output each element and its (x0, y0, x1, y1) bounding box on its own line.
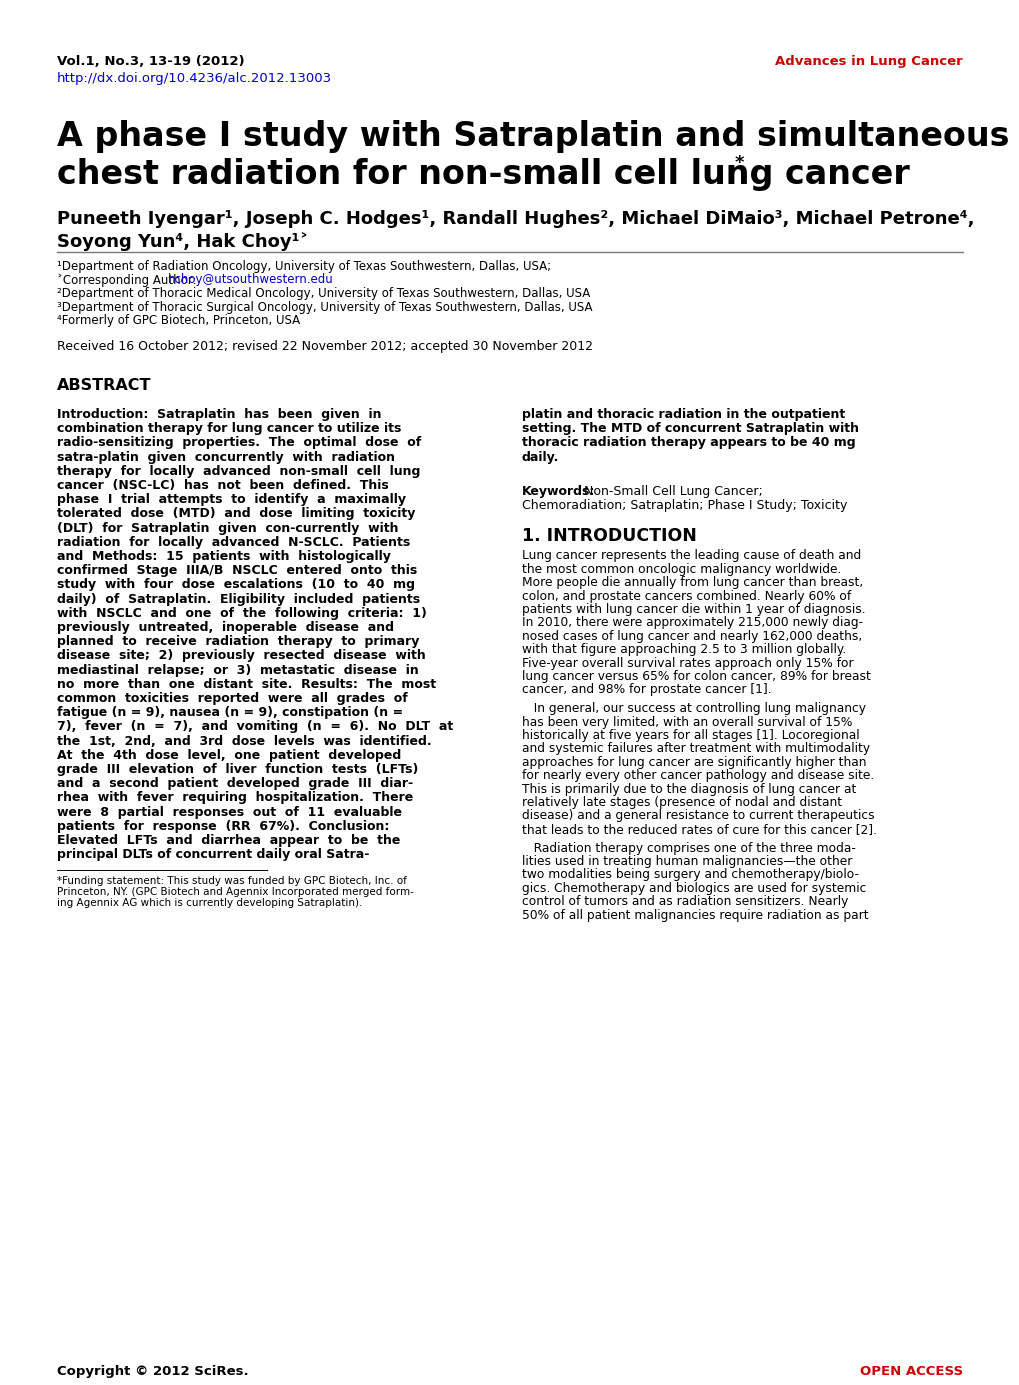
Text: radiation  for  locally  advanced  N-SCLC.  Patients: radiation for locally advanced N-SCLC. P… (57, 536, 410, 548)
Text: Introduction:  Satraplatin  has  been  given  in: Introduction: Satraplatin has been given… (57, 409, 381, 421)
Text: disease) and a general resistance to current therapeutics: disease) and a general resistance to cur… (522, 809, 873, 823)
Text: disease  site;  2)  previously  resected  disease  with: disease site; 2) previously resected dis… (57, 650, 425, 662)
Text: patients with lung cancer die within 1 year of diagnosis.: patients with lung cancer die within 1 y… (522, 602, 865, 616)
Text: tolerated  dose  (MTD)  and  dose  limiting  toxicity: tolerated dose (MTD) and dose limiting t… (57, 507, 415, 521)
Text: mediastinal  relapse;  or  3)  metastatic  disease  in: mediastinal relapse; or 3) metastatic di… (57, 663, 419, 677)
Text: with  NSCLC  and  one  of  the  following  criteria:  1): with NSCLC and one of the following crit… (57, 607, 427, 620)
Text: radio-sensitizing  properties.  The  optimal  dose  of: radio-sensitizing properties. The optima… (57, 436, 421, 449)
Text: satra-platin  given  concurrently  with  radiation: satra-platin given concurrently with rad… (57, 450, 394, 464)
Text: grade  III  elevation  of  liver  function  tests  (LFTs): grade III elevation of liver function te… (57, 763, 418, 776)
Text: Elevated  LFTs  and  diarrhea  appear  to  be  the: Elevated LFTs and diarrhea appear to be … (57, 834, 400, 848)
Text: principal DLTs of concurrent daily oral Satra-: principal DLTs of concurrent daily oral … (57, 848, 369, 861)
Text: Received 16 October 2012; revised 22 November 2012; accepted 30 November 2012: Received 16 October 2012; revised 22 Nov… (57, 339, 592, 353)
Text: Copyright © 2012 SciRes.: Copyright © 2012 SciRes. (57, 1366, 249, 1378)
Text: Vol.1, No.3, 13-19 (2012): Vol.1, No.3, 13-19 (2012) (57, 55, 245, 68)
Text: hchoy@utsouthwestern.edu: hchoy@utsouthwestern.edu (167, 273, 333, 287)
Text: for nearly every other cancer pathology and disease site.: for nearly every other cancer pathology … (522, 769, 873, 783)
Text: 1. INTRODUCTION: 1. INTRODUCTION (522, 528, 696, 546)
Text: and  Methods:  15  patients  with  histologically: and Methods: 15 patients with histologic… (57, 550, 390, 562)
Text: confirmed  Stage  IIIA/B  NSCLC  entered  onto  this: confirmed Stage IIIA/B NSCLC entered ont… (57, 564, 417, 578)
Text: ⁴Formerly of GPC Biotech, Princeton, USA: ⁴Formerly of GPC Biotech, Princeton, USA (57, 314, 300, 327)
Text: setting. The MTD of concurrent Satraplatin with: setting. The MTD of concurrent Satraplat… (522, 422, 858, 435)
Text: Radiation therapy comprises one of the three moda-: Radiation therapy comprises one of the t… (522, 842, 855, 855)
Text: ing Agennix AG which is currently developing Satraplatin).: ing Agennix AG which is currently develo… (57, 899, 362, 909)
Text: daily.: daily. (522, 450, 558, 464)
Text: ²Department of Thoracic Medical Oncology, University of Texas Southwestern, Dall: ²Department of Thoracic Medical Oncology… (57, 287, 590, 301)
Text: combination therapy for lung cancer to utilize its: combination therapy for lung cancer to u… (57, 422, 401, 435)
Text: 50% of all patient malignancies require radiation as part: 50% of all patient malignancies require … (522, 909, 868, 921)
Text: chest radiation for non-small cell lung cancer: chest radiation for non-small cell lung … (57, 158, 909, 191)
Text: ³Department of Thoracic Surgical Oncology, University of Texas Southwestern, Dal: ³Department of Thoracic Surgical Oncolog… (57, 301, 592, 313)
Text: has been very limited, with an overall survival of 15%: has been very limited, with an overall s… (522, 716, 852, 729)
Text: study  with  four  dose  escalations  (10  to  40  mg: study with four dose escalations (10 to … (57, 579, 415, 591)
Text: Chemoradiation; Satraplatin; Phase I Study; Toxicity: Chemoradiation; Satraplatin; Phase I Stu… (522, 499, 847, 512)
Text: *Funding statement: This study was funded by GPC Biotech, Inc. of: *Funding statement: This study was funde… (57, 877, 407, 886)
Text: Puneeth Iyengar¹, Joseph C. Hodges¹, Randall Hughes², Michael DiMaio³, Michael P: Puneeth Iyengar¹, Joseph C. Hodges¹, Ran… (57, 211, 973, 229)
Text: Non-Small Cell Lung Cancer;: Non-Small Cell Lung Cancer; (580, 485, 762, 499)
Text: that leads to the reduced rates of cure for this cancer [2].: that leads to the reduced rates of cure … (522, 823, 876, 835)
Text: Advances in Lung Cancer: Advances in Lung Cancer (774, 55, 962, 68)
Text: Five-year overall survival rates approach only 15% for: Five-year overall survival rates approac… (522, 656, 853, 669)
Text: colon, and prostate cancers combined. Nearly 60% of: colon, and prostate cancers combined. Ne… (522, 590, 851, 602)
Text: nosed cases of lung cancer and nearly 162,000 deaths,: nosed cases of lung cancer and nearly 16… (522, 630, 861, 643)
Text: gics. Chemotherapy and biologics are used for systemic: gics. Chemotherapy and biologics are use… (522, 882, 865, 895)
Text: phase  I  trial  attempts  to  identify  a  maximally: phase I trial attempts to identify a max… (57, 493, 406, 506)
Text: and  a  second  patient  developed  grade  III  diar-: and a second patient developed grade III… (57, 777, 413, 791)
Text: the  1st,  2nd,  and  3rd  dose  levels  was  identified.: the 1st, 2nd, and 3rd dose levels was id… (57, 734, 431, 748)
Text: Soyong Yun⁴, Hak Choy¹˃: Soyong Yun⁴, Hak Choy¹˃ (57, 233, 308, 251)
Text: http://dx.doi.org/10.4236/alc.2012.13003: http://dx.doi.org/10.4236/alc.2012.13003 (57, 72, 332, 84)
Text: rhea  with  fever  requiring  hospitalization.  There: rhea with fever requiring hospitalizatio… (57, 791, 413, 805)
Text: with that figure approaching 2.5 to 3 million globally.: with that figure approaching 2.5 to 3 mi… (522, 643, 846, 656)
Text: In 2010, there were approximately 215,000 newly diag-: In 2010, there were approximately 215,00… (522, 616, 862, 629)
Text: fatigue (n = 9), nausea (n = 9), constipation (n =: fatigue (n = 9), nausea (n = 9), constip… (57, 706, 403, 719)
Text: therapy  for  locally  advanced  non-small  cell  lung: therapy for locally advanced non-small c… (57, 465, 420, 478)
Text: were  8  partial  responses  out  of  11  evaluable: were 8 partial responses out of 11 evalu… (57, 806, 401, 819)
Text: control of tumors and as radiation sensitizers. Nearly: control of tumors and as radiation sensi… (522, 895, 848, 909)
Text: A phase I study with Satraplatin and simultaneous: A phase I study with Satraplatin and sim… (57, 120, 1009, 152)
Text: patients  for  response  (RR  67%).  Conclusion:: patients for response (RR 67%). Conclusi… (57, 820, 389, 832)
Text: no  more  than  one  distant  site.  Results:  The  most: no more than one distant site. Results: … (57, 677, 436, 691)
Text: More people die annually from lung cancer than breast,: More people die annually from lung cance… (522, 576, 862, 589)
Text: Princeton, NY. (GPC Biotech and Agennix Incorporated merged form-: Princeton, NY. (GPC Biotech and Agennix … (57, 888, 414, 897)
Text: planned  to  receive  radiation  therapy  to  primary: planned to receive radiation therapy to … (57, 636, 419, 648)
Text: lities used in treating human malignancies—the other: lities used in treating human malignanci… (522, 855, 852, 868)
Text: common  toxicities  reported  were  all  grades  of: common toxicities reported were all grad… (57, 692, 408, 705)
Text: This is primarily due to the diagnosis of lung cancer at: This is primarily due to the diagnosis o… (522, 783, 856, 795)
Text: cancer, and 98% for prostate cancer [1].: cancer, and 98% for prostate cancer [1]. (522, 683, 770, 697)
Text: *: * (735, 154, 744, 172)
Text: and systemic failures after treatment with multimodality: and systemic failures after treatment wi… (522, 742, 869, 755)
Text: At  the  4th  dose  level,  one  patient  developed: At the 4th dose level, one patient devel… (57, 749, 400, 762)
Text: approaches for lung cancer are significantly higher than: approaches for lung cancer are significa… (522, 756, 866, 769)
Text: cancer  (NSC-LC)  has  not  been  defined.  This: cancer (NSC-LC) has not been defined. Th… (57, 479, 388, 492)
Text: the most common oncologic malignancy worldwide.: the most common oncologic malignancy wor… (522, 562, 841, 576)
Text: relatively late stages (presence of nodal and distant: relatively late stages (presence of noda… (522, 796, 842, 809)
Text: Lung cancer represents the leading cause of death and: Lung cancer represents the leading cause… (522, 550, 860, 562)
Text: 7),  fever  (n  =  7),  and  vomiting  (n  =  6).  No  DLT  at: 7), fever (n = 7), and vomiting (n = 6).… (57, 720, 452, 734)
Text: (DLT)  for  Satraplatin  given  con-currently  with: (DLT) for Satraplatin given con-currentl… (57, 522, 398, 535)
Text: Keywords:: Keywords: (522, 485, 595, 499)
Text: historically at five years for all stages [1]. Locoregional: historically at five years for all stage… (522, 729, 859, 742)
Text: In general, our success at controlling lung malignancy: In general, our success at controlling l… (522, 702, 865, 715)
Text: lung cancer versus 65% for colon cancer, 89% for breast: lung cancer versus 65% for colon cancer,… (522, 670, 870, 683)
Text: daily)  of  Satraplatin.  Eligibility  included  patients: daily) of Satraplatin. Eligibility inclu… (57, 593, 420, 605)
Text: previously  untreated,  inoperable  disease  and: previously untreated, inoperable disease… (57, 620, 393, 634)
Text: two modalities being surgery and chemotherapy/biolo-: two modalities being surgery and chemoth… (522, 868, 858, 881)
Text: ¹Department of Radiation Oncology, University of Texas Southwestern, Dallas, USA: ¹Department of Radiation Oncology, Unive… (57, 260, 550, 273)
Text: thoracic radiation therapy appears to be 40 mg: thoracic radiation therapy appears to be… (522, 436, 855, 449)
Text: ABSTRACT: ABSTRACT (57, 378, 152, 393)
Text: platin and thoracic radiation in the outpatient: platin and thoracic radiation in the out… (522, 409, 845, 421)
Text: OPEN ACCESS: OPEN ACCESS (859, 1366, 962, 1378)
Text: ˃Corresponding Author:: ˃Corresponding Author: (57, 273, 200, 287)
